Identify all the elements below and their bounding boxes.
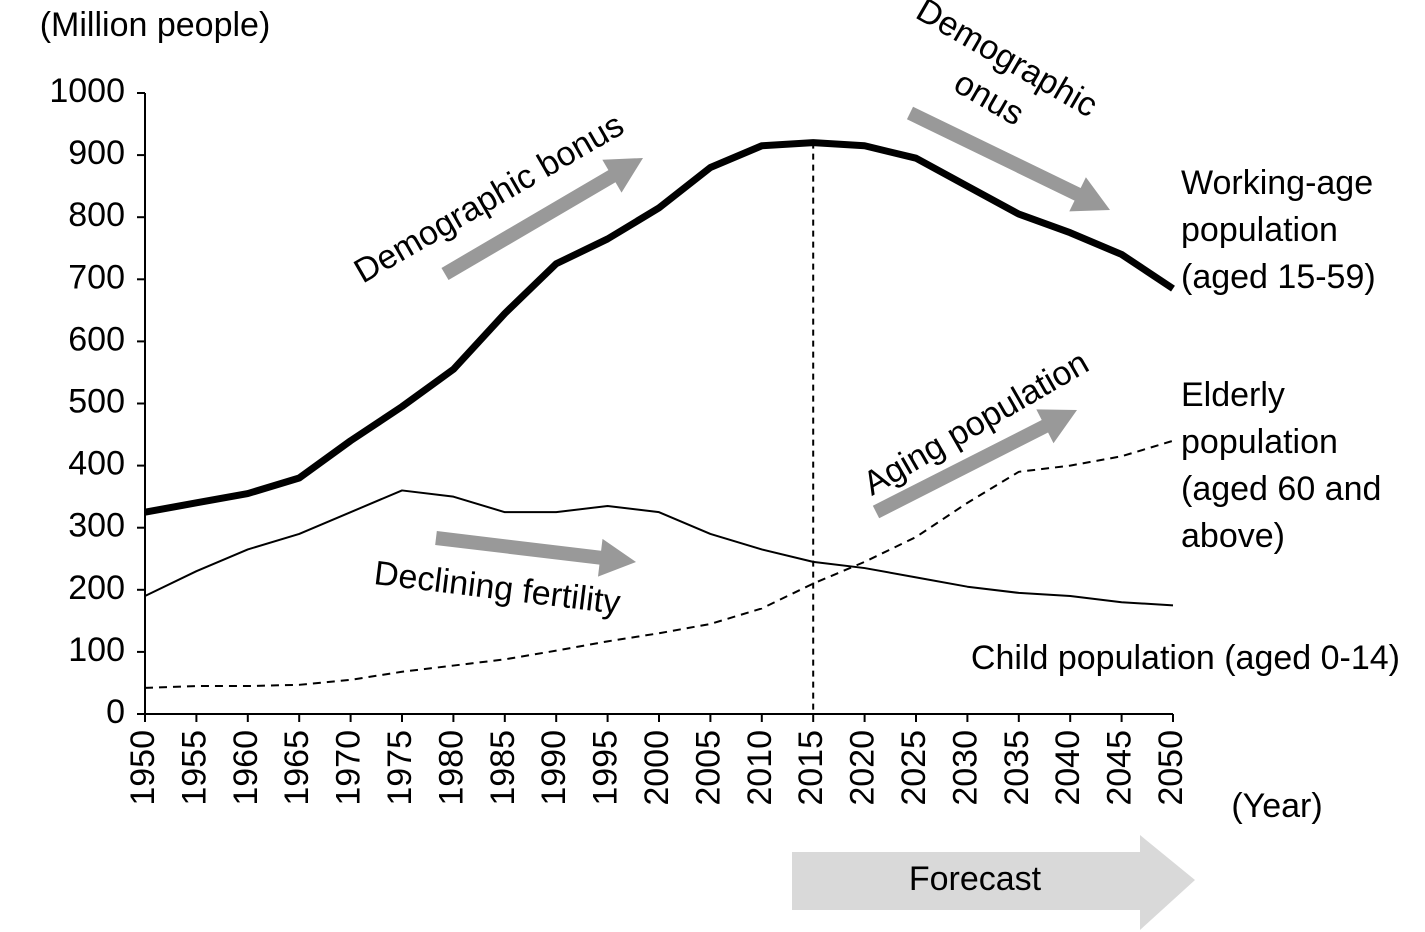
x-tick-label: 2020	[844, 730, 882, 806]
annotation: Declining fertility	[372, 554, 622, 622]
y-tick-label: 800	[68, 196, 125, 234]
legend-label: Child population (aged 0-14)	[971, 639, 1400, 677]
x-tick-label: 1975	[381, 730, 419, 806]
y-tick-label: 900	[68, 134, 125, 172]
y-tick-label: 1000	[49, 72, 125, 110]
x-tick-label: 1950	[124, 730, 162, 806]
y-tick-label: 300	[68, 507, 125, 545]
series-line	[144, 439, 1174, 689]
y-tick-label: 400	[68, 445, 125, 483]
x-tick-label: 2050	[1152, 730, 1190, 806]
annotation: Forecast	[909, 860, 1042, 898]
legend-label: Working-age population (aged 15-59)	[1181, 164, 1383, 296]
x-tick-label: 2000	[638, 730, 676, 806]
x-axis-title: (Year)	[1231, 787, 1322, 825]
y-tick-label: 100	[68, 631, 125, 669]
y-axis-title: (Million people)	[40, 6, 271, 44]
x-tick-label: 1995	[587, 730, 625, 806]
annotation: Demographic onus	[888, 0, 1112, 168]
x-tick-label: 2035	[998, 730, 1036, 806]
x-tick-label: 1980	[432, 730, 470, 806]
x-tick-label: 1985	[484, 730, 522, 806]
x-tick-label: 1955	[175, 730, 213, 806]
series-line	[144, 489, 1174, 607]
x-tick-label: 2040	[1049, 730, 1087, 806]
y-tick-label: 600	[68, 320, 125, 358]
y-tick-label: 0	[106, 693, 125, 731]
x-tick-label: 2015	[792, 730, 830, 806]
x-tick-label: 1990	[535, 730, 573, 806]
arrow	[906, 106, 1110, 212]
arrow	[872, 409, 1077, 519]
x-tick-label: 2010	[741, 730, 779, 806]
legend-label: Elderly population (aged 60 and above)	[1181, 376, 1391, 555]
x-tick-label: 1960	[227, 730, 265, 806]
x-tick-label: 2025	[895, 730, 933, 806]
x-tick-label: 1970	[330, 730, 368, 806]
x-tick-label: 1965	[278, 730, 316, 806]
y-tick-label: 200	[68, 569, 125, 607]
series-line	[144, 139, 1175, 516]
forecast-arrow	[792, 835, 1195, 930]
x-tick-label: 2030	[946, 730, 984, 806]
y-tick-label: 700	[68, 258, 125, 296]
arrow	[441, 158, 643, 281]
y-tick-label: 500	[68, 382, 125, 420]
arrow	[435, 531, 636, 577]
x-tick-label: 2045	[1101, 730, 1139, 806]
x-tick-label: 2005	[689, 730, 727, 806]
